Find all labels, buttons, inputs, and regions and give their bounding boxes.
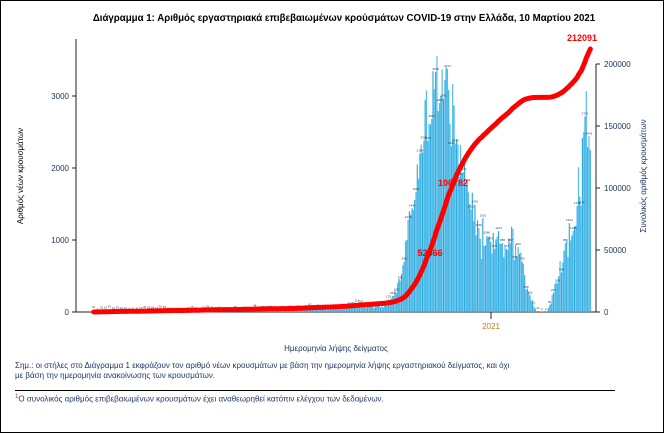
svg-text:1301: 1301 [479,213,486,217]
svg-text:958: 958 [500,238,505,242]
svg-text:2340: 2340 [452,139,459,143]
svg-text:1000: 1000 [51,236,69,245]
svg-text:1478: 1478 [578,201,585,205]
svg-text:Αριθμός νέων κρουσμάτων: Αριθμός νέων κρουσμάτων [16,128,25,224]
svg-text:393: 393 [555,279,560,283]
svg-text:150000: 150000 [604,122,631,131]
svg-text:77: 77 [532,301,536,305]
svg-text:2198: 2198 [417,149,424,153]
svg-text:2962: 2962 [440,94,447,98]
svg-text:2: 2 [541,307,543,311]
svg-text:0: 0 [604,308,609,317]
svg-text:1668: 1668 [413,187,420,191]
svg-text:Συνολικός αριθμός κρουσμάτων: Συνολικός αριθμός κρουσμάτων [639,119,648,232]
svg-text:698: 698 [402,257,407,261]
svg-text:175: 175 [386,294,391,298]
svg-text:31: 31 [92,305,96,309]
svg-text:212091: 212091 [567,33,597,43]
svg-text:700: 700 [520,257,525,261]
svg-text:3374: 3374 [444,64,451,68]
svg-text:50000: 50000 [604,246,627,255]
svg-text:1166: 1166 [476,223,483,227]
svg-text:1123: 1123 [495,226,502,230]
svg-text:95: 95 [548,300,552,304]
svg-text:873: 873 [504,244,509,248]
svg-text:232: 232 [527,290,532,294]
svg-text:872: 872 [492,244,497,248]
svg-text:100000: 100000 [604,184,631,193]
svg-text:200000: 200000 [604,60,631,69]
svg-text:14: 14 [536,306,540,310]
svg-text:2902: 2902 [436,98,443,102]
svg-text:2375: 2375 [424,136,431,140]
svg-text:1422: 1422 [468,205,475,209]
svg-text:1234: 1234 [566,218,573,222]
svg-text:2021: 2021 [482,322,500,331]
svg-text:435: 435 [398,276,403,280]
svg-text:976: 976 [488,237,493,241]
svg-text:1278: 1278 [405,215,412,219]
svg-text:0: 0 [65,308,70,317]
svg-text:1440: 1440 [409,203,416,207]
svg-text:1125: 1125 [570,226,577,230]
svg-text:2714: 2714 [582,112,589,116]
svg-text:269: 269 [394,288,399,292]
svg-text:308: 308 [524,285,529,289]
svg-text:725: 725 [512,255,517,259]
svg-text:267: 267 [551,288,556,292]
svg-text:548: 548 [559,268,564,272]
svg-text:1491: 1491 [472,200,479,204]
svg-text:Ημερομηνία λήψης δείγματος: Ημερομηνία λήψης δείγματος [284,344,388,353]
svg-text:3335: 3335 [432,67,439,71]
svg-text:3000: 3000 [51,92,69,101]
svg-text:2: 2 [545,307,547,311]
svg-text:2441: 2441 [586,131,593,135]
svg-text:955: 955 [563,238,568,242]
svg-text:957: 957 [508,238,513,242]
svg-text:903: 903 [516,242,521,246]
svg-text:2681: 2681 [428,114,435,118]
svg-text:1060: 1060 [483,231,490,235]
svg-text:2000: 2000 [51,164,69,173]
